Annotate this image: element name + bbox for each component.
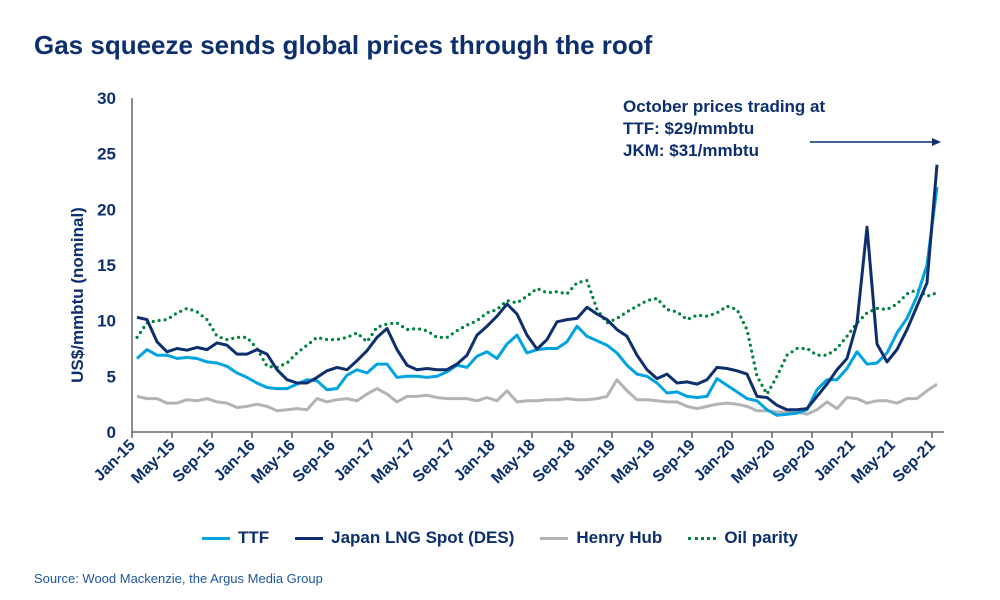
x-tick-label: Sep-20	[770, 437, 819, 486]
y-tick-label: 30	[97, 89, 116, 108]
legend-label: TTF	[237, 528, 270, 547]
series-line-japan-lng-spot-des	[136, 164, 939, 412]
x-tick-label: May-21	[848, 437, 898, 487]
annotation-line: JKM: $31/mmbtu	[623, 141, 760, 160]
annotation-line: October prices trading at	[623, 97, 826, 116]
y-tick-label: 5	[107, 367, 116, 386]
y-tick-label: 0	[107, 423, 116, 442]
x-tick-label: May-16	[248, 437, 298, 487]
annotation-line: TTF: $29/mmbtu	[623, 119, 755, 138]
x-tick-label: Sep-15	[170, 437, 219, 486]
legend-item-oil-parity: Oil parity	[688, 528, 798, 548]
legend-swatch	[295, 536, 324, 540]
x-tick-label: Sep-17	[410, 437, 459, 486]
legend-label: Henry Hub	[576, 528, 663, 547]
source-note: Source: Wood Mackenzie, the Argus Media …	[34, 571, 323, 586]
legend-swatch	[688, 536, 717, 540]
legend: TTF Japan LNG Spot (DES) Henry Hub Oil p…	[0, 528, 1000, 548]
x-tick-label: May-19	[608, 437, 658, 487]
x-tick-label: Sep-16	[290, 437, 339, 486]
x-tick-label: May-17	[368, 437, 418, 487]
y-tick-label: 10	[97, 312, 116, 331]
y-tick-label: 15	[97, 256, 116, 275]
x-tick-label: Sep-21	[890, 437, 939, 486]
x-tick-label: Sep-18	[530, 437, 579, 486]
legend-swatch	[201, 536, 230, 540]
legend-label: Oil parity	[724, 528, 799, 547]
x-tick-label: May-18	[488, 437, 538, 487]
series-line-ttf	[136, 186, 939, 417]
x-tick-label: Sep-19	[650, 437, 699, 486]
x-tick-label: May-20	[728, 437, 778, 487]
annotation: October prices trading at TTF: $29/mmbtu…	[623, 96, 825, 162]
x-tick-label: May-15	[128, 437, 178, 487]
chart-title: Gas squeeze sends global prices through …	[34, 30, 653, 60]
legend-item-ttf: TTF	[201, 528, 270, 548]
y-tick-label: 20	[97, 200, 116, 219]
series-line-henry-hub	[136, 378, 938, 416]
legend-swatch	[540, 536, 569, 540]
legend-label: Japan LNG Spot (DES)	[331, 528, 515, 547]
series-line-oil-parity	[135, 279, 939, 396]
y-tick-label: 25	[97, 145, 116, 164]
annotation-arrow-head-icon	[932, 138, 941, 146]
legend-item-jkm: Japan LNG Spot (DES)	[295, 528, 514, 548]
legend-item-henry-hub: Henry Hub	[540, 528, 662, 548]
